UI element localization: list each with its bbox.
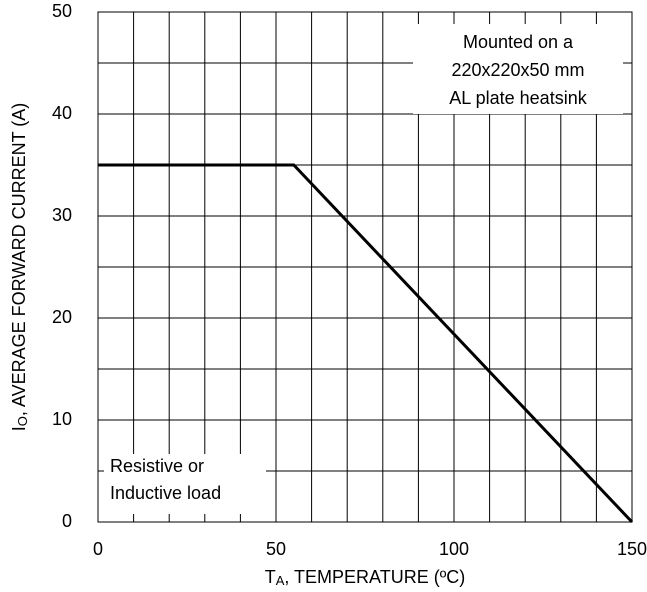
- y-label-sub: O: [15, 416, 30, 426]
- y-tick-label: 40: [52, 103, 72, 123]
- annotation-text: Resistive or: [110, 456, 204, 476]
- x-label-sub: A: [276, 573, 285, 588]
- annotation-text: Mounted on a: [463, 32, 574, 52]
- x-label-main: T: [265, 567, 276, 587]
- y-label-rest: , AVERAGE FORWARD CURRENT (A): [9, 103, 29, 416]
- x-label-rest: , TEMPERATURE (ºC): [284, 567, 465, 587]
- annotation-text: 220x220x50 mm: [451, 60, 584, 80]
- data-line: [98, 163, 634, 524]
- y-tick-label: 30: [52, 205, 72, 225]
- x-tick-label: 50: [266, 539, 286, 559]
- annotation-box: [104, 454, 266, 514]
- y-tick-label: 10: [52, 409, 72, 429]
- annotation-text: AL plate heatsink: [449, 88, 587, 108]
- y-axis-label: IO, AVERAGE FORWARD CURRENT (A): [9, 103, 31, 432]
- x-axis-label: TA, TEMPERATURE (ºC): [265, 567, 466, 589]
- y-label-main: I: [9, 426, 29, 431]
- x-tick-label: 150: [617, 539, 647, 559]
- annotation-box: [413, 24, 623, 114]
- y-tick-label: 20: [52, 307, 72, 327]
- x-tick-label: 100: [439, 539, 469, 559]
- plot-border: [97, 11, 633, 523]
- y-tick-label: 0: [62, 511, 72, 531]
- y-tick-label: 50: [52, 1, 72, 21]
- annotation-text: Inductive load: [110, 483, 221, 503]
- x-tick-label: 0: [93, 539, 103, 559]
